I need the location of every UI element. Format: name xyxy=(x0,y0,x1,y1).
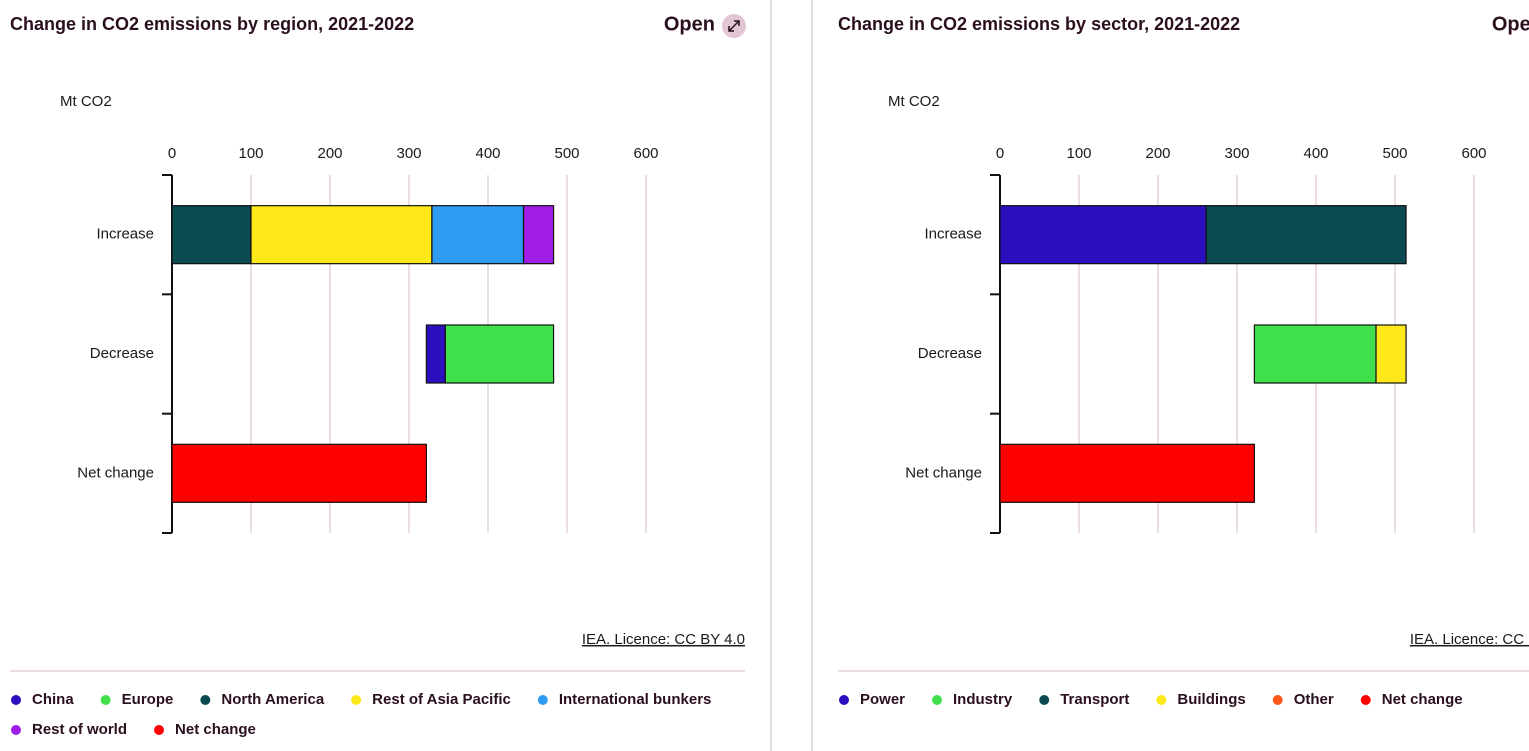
legend-swatch[interactable] xyxy=(537,695,548,705)
legend-swatch[interactable] xyxy=(351,695,362,705)
x-tick-label: 300 xyxy=(396,145,421,162)
x-tick-label: 300 xyxy=(1224,145,1249,162)
legend-label[interactable]: Rest of Asia Pacific xyxy=(372,691,511,708)
legend-label[interactable]: North America xyxy=(221,691,324,708)
category-label: Decrease xyxy=(918,345,982,362)
legend-swatch[interactable] xyxy=(11,695,21,705)
legend-label[interactable]: Transport xyxy=(1060,691,1129,708)
x-tick-label: 400 xyxy=(1303,145,1328,162)
bar-segment xyxy=(425,324,446,384)
bar-segment xyxy=(1205,205,1407,265)
bar-segment xyxy=(1375,324,1407,384)
chart-title: Change in CO2 emissions by region, 2021-… xyxy=(10,14,414,34)
legend-label[interactable]: Other xyxy=(1294,691,1334,708)
axis-unit: Mt CO2 xyxy=(60,93,112,110)
legend-label[interactable]: International bunkers xyxy=(559,691,712,708)
x-tick-label: 600 xyxy=(1461,145,1486,162)
legend-swatch[interactable] xyxy=(1156,695,1167,705)
legend-label[interactable]: Rest of world xyxy=(32,721,127,738)
bar-segment xyxy=(999,443,1255,503)
x-tick-label: 400 xyxy=(475,145,500,162)
axis-unit: Mt CO2 xyxy=(888,93,940,110)
bar-segment xyxy=(1253,324,1377,384)
x-tick-label: 0 xyxy=(996,145,1004,162)
legend-label[interactable]: Power xyxy=(860,691,905,708)
bar-segment xyxy=(522,205,555,265)
open-button[interactable]: Open xyxy=(1492,13,1529,35)
category-label: Decrease xyxy=(90,345,154,362)
legend-label[interactable]: China xyxy=(32,691,74,708)
category-label: Net change xyxy=(905,464,982,481)
legend-label[interactable]: Net change xyxy=(175,721,256,738)
legend-swatch[interactable] xyxy=(1360,695,1371,705)
legend-label[interactable]: Buildings xyxy=(1177,691,1245,708)
x-tick-label: 500 xyxy=(554,145,579,162)
x-tick-label: 600 xyxy=(633,145,658,162)
source-link[interactable]: IEA. Licence: CC BY 4.0 xyxy=(582,631,745,648)
category-label: Increase xyxy=(96,226,154,243)
bar-segment xyxy=(250,205,433,265)
x-tick-label: 100 xyxy=(1066,145,1091,162)
category-label: Increase xyxy=(924,226,982,243)
bar-segment xyxy=(171,443,427,503)
bar-segment xyxy=(444,324,555,384)
chart-title: Change in CO2 emissions by sector, 2021-… xyxy=(838,14,1240,34)
open-icon-arrow[interactable] xyxy=(728,20,740,32)
legend-label[interactable]: Net change xyxy=(1382,691,1463,708)
x-tick-label: 0 xyxy=(168,145,176,162)
legend-label[interactable]: Industry xyxy=(953,691,1013,708)
legend-swatch[interactable] xyxy=(839,695,849,705)
x-tick-label: 100 xyxy=(238,145,263,162)
legend-swatch[interactable] xyxy=(200,695,211,705)
legend-swatch[interactable] xyxy=(154,725,165,735)
open-button[interactable]: Open xyxy=(664,13,715,35)
bar-segment xyxy=(171,205,252,265)
source-link[interactable]: IEA. Licence: CC BY 4.0 xyxy=(1410,631,1529,648)
x-tick-label: 200 xyxy=(317,145,342,162)
legend-swatch[interactable] xyxy=(100,695,111,705)
legend-swatch[interactable] xyxy=(932,695,943,705)
legend-swatch[interactable] xyxy=(1039,695,1050,705)
bar-segment xyxy=(999,205,1207,265)
x-tick-label: 500 xyxy=(1382,145,1407,162)
legend-label[interactable]: Europe xyxy=(122,691,174,708)
bar-segment xyxy=(431,205,525,265)
x-tick-label: 200 xyxy=(1145,145,1170,162)
category-label: Net change xyxy=(77,464,154,481)
legend-swatch[interactable] xyxy=(1272,695,1283,705)
legend-swatch[interactable] xyxy=(11,725,21,735)
